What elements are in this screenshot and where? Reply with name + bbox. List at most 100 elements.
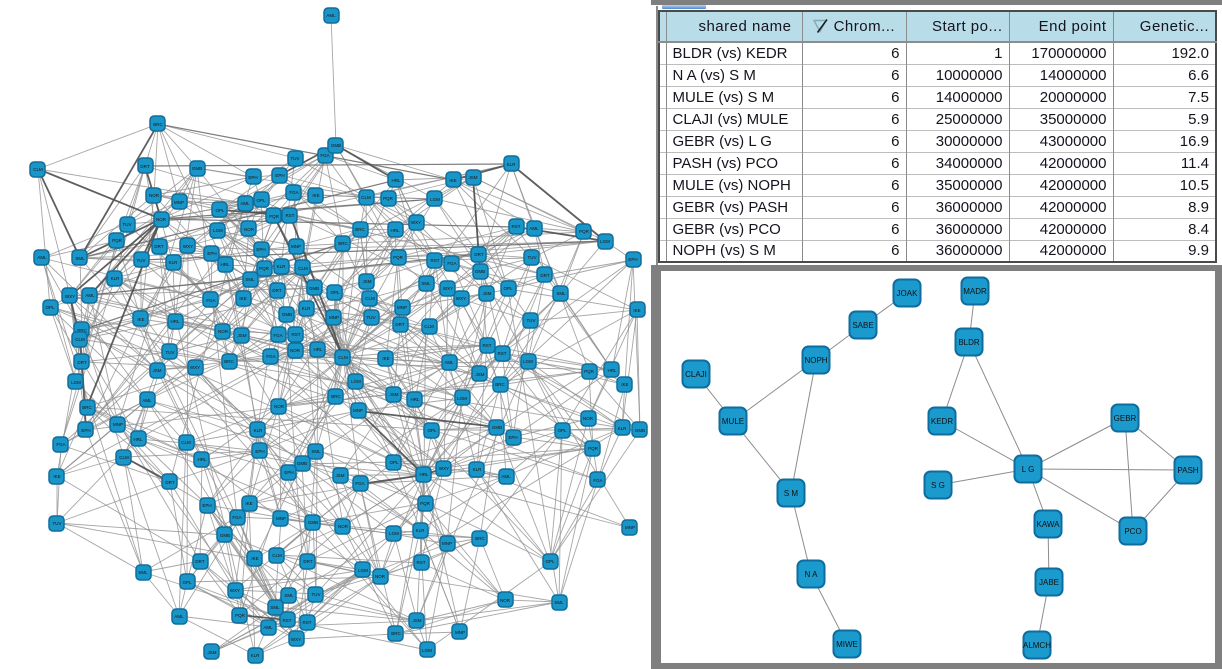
svg-text:HRL: HRL [607, 368, 616, 373]
svg-text:WXY: WXY [443, 286, 453, 291]
svg-text:TUV: TUV [527, 318, 536, 323]
svg-text:EPH: EPH [284, 470, 293, 475]
svg-text:OPL: OPL [182, 580, 192, 585]
svg-text:EPH: EPH [628, 257, 637, 262]
svg-text:EPH: EPH [275, 173, 284, 178]
svg-text:AML: AML [142, 398, 152, 403]
svg-text:KLR: KLR [277, 264, 287, 269]
svg-text:LGM: LGM [430, 197, 440, 202]
svg-text:IKE: IKE [633, 308, 640, 313]
svg-text:FGA: FGA [206, 298, 215, 303]
svg-text:JSM: JSM [390, 392, 399, 397]
svg-text:OPL: OPL [215, 208, 225, 213]
svg-text:FGA: FGA [273, 333, 282, 338]
svg-text:LGM: LGM [358, 568, 368, 573]
svg-text:JSM: JSM [413, 618, 422, 623]
svg-text:CLM: CLM [365, 296, 375, 301]
svg-text:SML: SML [556, 291, 566, 296]
svg-text:OPL: OPL [330, 290, 340, 295]
svg-text:WXY: WXY [439, 466, 449, 471]
svg-text:GMB: GMB [331, 143, 341, 148]
svg-text:LGM: LGM [351, 379, 361, 384]
svg-text:OPL: OPL [557, 428, 567, 433]
svg-text:LGM: LGM [457, 396, 467, 401]
svg-text:CLM: CLM [298, 266, 308, 271]
svg-text:GMB: GMB [282, 312, 292, 317]
svg-text:RST: RST [303, 620, 312, 625]
svg-text:IKE: IKE [449, 178, 456, 183]
svg-text:HRL: HRL [220, 262, 229, 267]
svg-text:SML: SML [554, 600, 564, 605]
svg-text:GMB: GMB [308, 520, 318, 525]
svg-text:FGA: FGA [289, 190, 298, 195]
svg-text:EPH: EPH [81, 428, 90, 433]
svg-text:HRL: HRL [197, 457, 206, 462]
svg-text:DRT: DRT [540, 273, 549, 278]
svg-text:PQR: PQR [235, 613, 246, 618]
svg-text:KLR: KLR [416, 528, 426, 533]
svg-text:CLM: CLM [424, 324, 434, 329]
svg-text:N A: N A [805, 570, 819, 579]
svg-text:PASH: PASH [1177, 466, 1198, 475]
svg-text:DRT: DRT [395, 322, 404, 327]
svg-text:GEBR: GEBR [1114, 414, 1137, 423]
svg-text:IKE: IKE [239, 296, 246, 301]
svg-text:OPL: OPL [427, 428, 437, 433]
svg-text:JSM: JSM [483, 291, 492, 296]
svg-text:NOR: NOR [338, 524, 349, 529]
svg-text:OPL: OPL [256, 198, 266, 203]
svg-text:EPH: EPH [207, 251, 216, 256]
svg-text:AML: AML [444, 360, 454, 365]
svg-text:MNP: MNP [397, 305, 407, 310]
svg-text:GMB: GMB [492, 425, 502, 430]
svg-text:PQR: PQR [269, 214, 280, 219]
svg-text:TUV: TUV [312, 592, 321, 597]
svg-text:NOR: NOR [218, 329, 229, 334]
svg-text:OPL: OPL [389, 460, 399, 465]
svg-text:FGA: FGA [232, 515, 241, 520]
svg-text:OPL: OPL [45, 305, 55, 310]
svg-text:AML: AML [240, 201, 250, 206]
svg-text:S G: S G [931, 481, 945, 490]
svg-text:CLM: CLM [33, 167, 43, 172]
svg-text:IKE: IKE [245, 501, 252, 506]
svg-text:DRT: DRT [165, 480, 174, 485]
svg-text:AML: AML [263, 625, 273, 630]
svg-text:SABE: SABE [852, 321, 873, 330]
svg-text:WXY: WXY [411, 220, 421, 225]
svg-text:RST: RST [483, 343, 492, 348]
svg-text:AML: AML [501, 474, 511, 479]
svg-text:TUV: TUV [528, 255, 537, 260]
svg-text:MNP: MNP [174, 200, 184, 205]
svg-text:TUV: TUV [137, 258, 146, 263]
svg-text:KLR: KLR [169, 260, 179, 265]
svg-text:CLAJI: CLAJI [685, 370, 707, 379]
svg-text:BRC: BRC [391, 631, 401, 636]
svg-text:NOR: NOR [244, 227, 255, 232]
svg-text:NOR: NOR [375, 574, 386, 579]
svg-text:BRC: BRC [355, 227, 365, 232]
svg-text:MNP: MNP [442, 541, 452, 546]
svg-text:KAWA: KAWA [1037, 520, 1061, 529]
svg-text:MADR: MADR [963, 287, 987, 296]
svg-text:RST: RST [498, 351, 507, 356]
svg-text:NOR: NOR [156, 217, 167, 222]
svg-text:CLM: CLM [119, 455, 129, 460]
svg-text:FGA: FGA [593, 478, 602, 483]
svg-text:PQR: PQR [112, 238, 123, 243]
svg-text:GMB: GMB [297, 461, 307, 466]
svg-text:NOR: NOR [583, 416, 594, 421]
svg-text:CLM: CLM [361, 195, 371, 200]
svg-text:SML: SML [421, 281, 431, 286]
svg-text:MNP: MNP [291, 244, 301, 249]
svg-text:IKE: IKE [251, 556, 258, 561]
svg-text:EPH: EPH [255, 449, 264, 454]
svg-text:JSM: JSM [153, 368, 162, 373]
svg-text:LGM: LGM [389, 531, 399, 536]
svg-text:KLR: KLR [473, 467, 483, 472]
svg-text:LGM: LGM [71, 380, 81, 385]
svg-text:RST: RST [283, 618, 292, 623]
svg-text:HRL: HRL [419, 472, 428, 477]
svg-text:JSM: JSM [208, 650, 217, 655]
svg-text:TUV: TUV [123, 222, 132, 227]
